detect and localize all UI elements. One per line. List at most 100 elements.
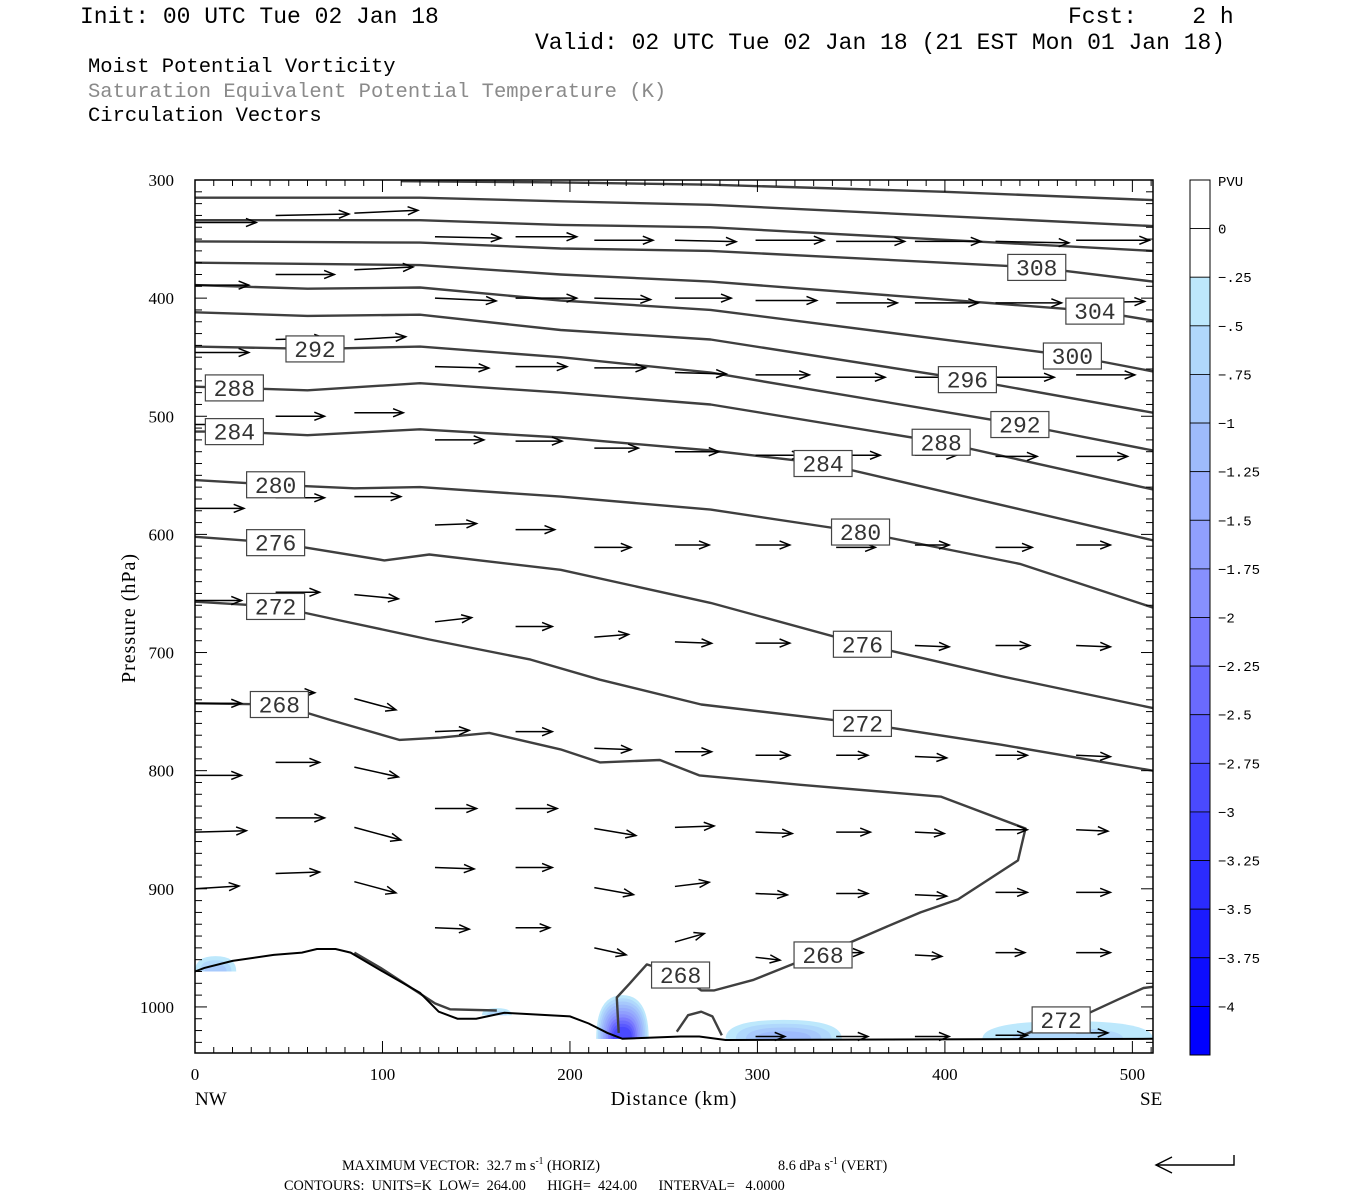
vector-head	[539, 923, 552, 933]
vector-shaft	[434, 365, 489, 369]
wind-vector	[674, 368, 729, 379]
contour-label: 304	[1065, 297, 1125, 326]
vector-head	[857, 750, 870, 761]
vector-head	[1058, 237, 1071, 248]
wind-vector	[755, 638, 792, 648]
contour-label-text: 280	[255, 474, 296, 500]
wind-vector	[1076, 947, 1113, 958]
vector-head	[387, 770, 401, 780]
vector-head	[1016, 1030, 1030, 1041]
contour-label: 308	[1007, 253, 1067, 282]
wind-vector	[914, 1031, 952, 1042]
y-axis-label: Pressure (hPa)	[118, 553, 140, 683]
vector-head	[235, 826, 249, 836]
vector-head	[1051, 298, 1064, 308]
wind-vector	[1076, 540, 1113, 550]
wind-vector	[674, 446, 721, 457]
wind-vector	[594, 947, 629, 958]
wind-vector	[594, 443, 641, 453]
vector-head	[859, 827, 873, 837]
wind-vector	[354, 880, 398, 895]
vector-shaft	[674, 881, 710, 888]
vector-head	[309, 757, 322, 768]
wind-vector	[1076, 887, 1113, 898]
vert-max-info: 8.6 dPa s-1 (VERT)	[778, 1156, 887, 1175]
vector-head	[230, 595, 244, 606]
colorbar-label: −4	[1218, 1000, 1235, 1016]
wind-vector	[434, 295, 499, 306]
contour-label-text: 272	[255, 595, 296, 621]
vector-head	[620, 744, 634, 755]
vector-head	[309, 587, 322, 598]
wind-vector	[674, 638, 714, 648]
wind-vector	[674, 540, 712, 550]
vector-head	[546, 803, 560, 814]
vector-head	[701, 746, 714, 757]
x-end-label-left: NW	[195, 1089, 227, 1110]
contour-label-text: 288	[920, 431, 961, 457]
vector-head	[798, 370, 812, 380]
vector-head	[390, 491, 403, 502]
contour-line-268	[195, 702, 1027, 1033]
wind-vector	[755, 235, 827, 246]
vector-head	[938, 1031, 952, 1042]
vector-shaft	[914, 893, 947, 897]
vector-head	[384, 885, 398, 895]
vector-head	[384, 702, 398, 712]
field-title-thetae: Saturation Equivalent Potential Temperat…	[88, 81, 667, 104]
contour-label-text: 276	[255, 532, 296, 558]
vector-head	[779, 638, 792, 648]
wind-vector	[594, 886, 636, 898]
wind-vector	[354, 262, 416, 273]
contour-label-text: 284	[214, 421, 255, 447]
wind-vector	[194, 881, 242, 892]
wind-vector	[354, 332, 408, 342]
wind-vector	[1076, 235, 1152, 246]
wind-vector	[836, 750, 870, 761]
max-vector-info: MAXIMUM VECTOR: 32.7 m s-1 (HORIZ)	[342, 1157, 600, 1175]
vector-shaft	[674, 932, 705, 943]
field-title-vectors: Circulation Vectors	[88, 105, 322, 128]
contour-label-text: 268	[802, 944, 843, 970]
vector-head	[1016, 750, 1030, 761]
vector-head	[933, 828, 947, 838]
wind-vector	[354, 697, 398, 712]
wind-vector	[434, 363, 491, 373]
contour-label: 292	[990, 410, 1050, 440]
wind-vector	[275, 587, 322, 598]
wind-vector	[594, 235, 656, 246]
contour-label-text: 272	[842, 712, 883, 738]
colorbar: PVU 0 −.25 −.5 −.75 −1 −1.25 −1.5 −1.75 −2 −2.25 −2…	[1189, 175, 1260, 1056]
contour-label-text: 280	[840, 521, 881, 547]
contour-labels: 308 304 300 296 292 292 288 288 284 284 280 280 276 2…	[204, 253, 1125, 1035]
contour-label-text: 292	[999, 414, 1040, 440]
y-tick-label: 400	[149, 289, 175, 308]
x-tick-label: 400	[932, 1065, 958, 1084]
horiz-max-value: 32.7 m s	[486, 1158, 536, 1174]
vector-shaft	[354, 266, 414, 271]
wind-vector	[836, 236, 907, 247]
contour-label-box	[246, 529, 306, 557]
vert-exponent: -1	[829, 1156, 838, 1167]
wind-vector	[755, 295, 819, 306]
vector-shaft	[594, 947, 627, 956]
x-axis-label: Distance (km)	[611, 1088, 738, 1110]
vector-head	[852, 947, 866, 958]
vector-head	[725, 236, 739, 247]
wind-vector	[1076, 825, 1110, 836]
vector-head	[1099, 887, 1113, 898]
vector-shaft	[755, 831, 793, 835]
vector-head	[806, 295, 819, 306]
vector-shaft	[434, 729, 470, 733]
vector-head	[392, 407, 406, 418]
contour-label: 276	[832, 630, 893, 659]
wind-vector	[755, 540, 792, 550]
vector-head	[1099, 751, 1113, 762]
colorbar-title: PVU	[1218, 175, 1243, 191]
vector-head	[395, 332, 408, 342]
x-end-label-right: SE	[1140, 1089, 1162, 1110]
vector-head	[1019, 640, 1032, 651]
colorbar-label: −.25	[1218, 271, 1252, 287]
colorbar-segment	[1189, 568, 1211, 618]
wind-vector	[515, 436, 565, 446]
